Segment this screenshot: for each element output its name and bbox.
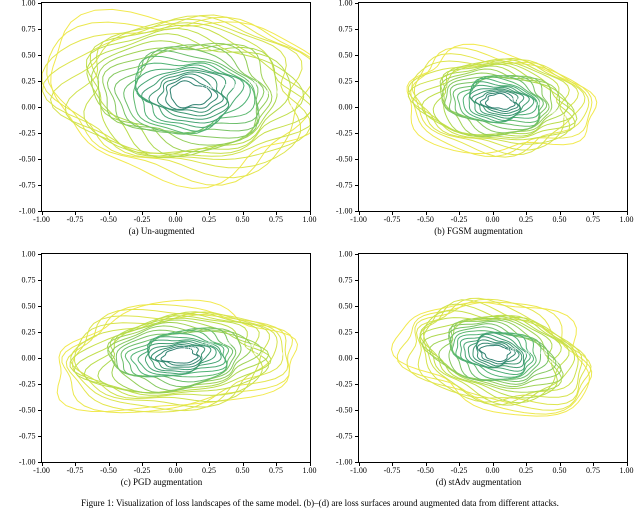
panel-c: 0.6000.6001.1001.6002.1003.100-1.00-0.75… — [4, 253, 319, 500]
plot-b: 0.6000.6001.1001.600-1.00-0.75-0.50-0.25… — [358, 2, 628, 212]
svg-text:2.100: 2.100 — [502, 348, 516, 354]
svg-text:2.100: 2.100 — [200, 85, 214, 91]
caption-c: (c) PGD augmentation — [121, 477, 202, 487]
plot-d-wrap: 0.6000.6001.1001.6001.6002.100-1.00-0.75… — [330, 253, 628, 463]
svg-text:0.600: 0.600 — [543, 110, 557, 116]
caption-a: (a) Un-augmented — [129, 226, 195, 236]
caption-d: (d) stAdv augmentation — [436, 477, 521, 487]
plot-c: 0.6000.6001.1001.6002.1003.100-1.00-0.75… — [41, 253, 311, 463]
svg-text:1.600: 1.600 — [223, 84, 237, 90]
svg-text:3.100: 3.100 — [182, 346, 196, 352]
svg-text:0.600: 0.600 — [269, 352, 283, 358]
plot-d: 0.6000.6001.1001.6001.6002.100-1.00-0.75… — [358, 253, 628, 463]
panel-a: 0.6000.6001.1001.6001.6002.100-1.00-0.75… — [4, 2, 319, 249]
panel-b: 0.6000.6001.1001.600-1.00-0.75-0.50-0.25… — [321, 2, 636, 249]
plot-a-wrap: 0.6000.6001.1001.6001.6002.100-1.00-0.75… — [13, 2, 311, 212]
figure-grid: 0.6000.6001.1001.6001.6002.100-1.00-0.75… — [0, 0, 640, 500]
svg-text:1.100: 1.100 — [241, 344, 255, 350]
panel-d: 0.6000.6001.1001.6001.6002.100-1.00-0.75… — [321, 253, 636, 500]
plot-b-wrap: 0.6000.6001.1001.600-1.00-0.75-0.50-0.25… — [330, 2, 628, 212]
figure-caption: Figure 1: Visualization of loss landscap… — [0, 498, 640, 508]
plot-a: 0.6000.6001.1001.6001.6002.100-1.00-0.75… — [41, 2, 311, 212]
plot-c-wrap: 0.6000.6001.1001.6002.1003.100-1.00-0.75… — [13, 253, 311, 463]
svg-text:1.600: 1.600 — [221, 340, 235, 346]
svg-text:1.600: 1.600 — [507, 98, 521, 104]
svg-text:1.600: 1.600 — [533, 350, 547, 356]
svg-text:1.100: 1.100 — [266, 90, 280, 96]
caption-b: (b) FGSM augmentation — [434, 226, 523, 236]
svg-text:0.600: 0.600 — [563, 114, 577, 120]
svg-text:0.600: 0.600 — [565, 373, 579, 379]
